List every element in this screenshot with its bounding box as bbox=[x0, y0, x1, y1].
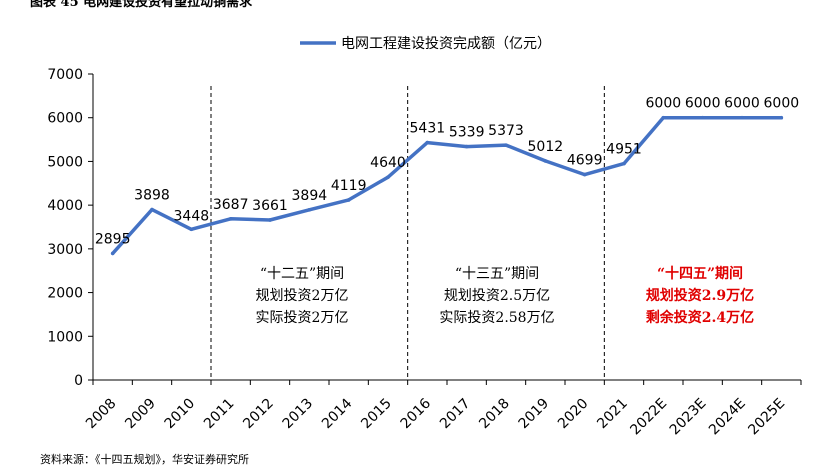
data-label: 4951 bbox=[606, 142, 642, 158]
x-tick-label: 2025E bbox=[745, 396, 788, 439]
x-tick-label: 2021 bbox=[594, 396, 631, 433]
x-tick-label: 2022E bbox=[627, 396, 670, 439]
y-tick-label: 1000 bbox=[47, 329, 83, 345]
data-point bbox=[307, 207, 312, 212]
data-label: 6000 bbox=[646, 96, 682, 112]
x-tick-label: 2016 bbox=[398, 395, 435, 432]
data-point bbox=[700, 115, 705, 120]
figure-title: 图表 45 电网建设投资有望拉动铜需求 bbox=[30, 0, 253, 10]
period-annotation-line: 剩余投资2.4万亿 bbox=[646, 309, 754, 326]
period-dividers bbox=[210, 86, 605, 380]
data-label: 3448 bbox=[174, 208, 210, 224]
y-tick-label: 0 bbox=[74, 373, 83, 389]
y-tick-label: 2000 bbox=[47, 286, 83, 302]
data-label: 3894 bbox=[292, 188, 328, 204]
data-label: 5373 bbox=[488, 123, 524, 139]
x-tick-label: 2010 bbox=[162, 396, 199, 433]
data-point bbox=[464, 144, 469, 149]
data-point bbox=[779, 115, 784, 120]
x-tick-label: 2020 bbox=[555, 396, 592, 433]
period-annotation-line: “十三五”期间 bbox=[455, 266, 539, 282]
x-tick-label: 2024E bbox=[706, 396, 749, 439]
legend-label: 电网工程建设投资完成额（亿元） bbox=[341, 36, 551, 52]
x-tick-label: 2023E bbox=[667, 396, 710, 439]
data-label: 2895 bbox=[95, 231, 131, 247]
y-tick-label: 7000 bbox=[47, 67, 83, 83]
period-annotation-line: “十四五”期间 bbox=[657, 265, 743, 282]
x-tick-label: 2012 bbox=[240, 396, 277, 433]
data-label: 4119 bbox=[331, 178, 367, 194]
data-label: 6000 bbox=[685, 96, 721, 112]
series-line bbox=[110, 115, 784, 256]
data-label: 3661 bbox=[252, 198, 288, 214]
x-tick-label: 2013 bbox=[280, 396, 317, 433]
data-label: 4640 bbox=[370, 155, 406, 171]
x-tick-label: 2009 bbox=[122, 396, 159, 433]
data-point bbox=[110, 251, 115, 256]
data-label: 4699 bbox=[567, 153, 603, 169]
y-tick-label: 3000 bbox=[47, 242, 83, 258]
data-label: 3898 bbox=[134, 188, 170, 204]
x-tick-label: 2008 bbox=[83, 396, 120, 433]
x-tick-label: 2019 bbox=[516, 396, 553, 433]
data-label: 6000 bbox=[724, 96, 760, 112]
period-annotation-line: 实际投资2.58万亿 bbox=[439, 310, 554, 326]
data-point bbox=[386, 175, 390, 179]
data-point bbox=[228, 217, 233, 221]
data-point bbox=[268, 218, 272, 222]
data-label: 5339 bbox=[449, 125, 485, 141]
y-tick-label: 6000 bbox=[47, 111, 83, 127]
data-point bbox=[150, 207, 154, 212]
x-axis: 2008 2009 2010 2011 2012 2013 2014 2015 2016 2017… bbox=[83, 379, 802, 439]
x-tick-label: 2017 bbox=[437, 396, 474, 433]
period-annotation-line: 规划投资2.5万亿 bbox=[444, 288, 550, 304]
period-annotation-line: “十二五”期间 bbox=[260, 266, 344, 282]
data-point bbox=[661, 115, 666, 120]
data-point bbox=[622, 161, 626, 166]
data-point bbox=[425, 140, 430, 145]
data-point bbox=[543, 159, 548, 163]
x-tick-label: 2014 bbox=[319, 395, 356, 432]
data-label: 5431 bbox=[410, 121, 446, 137]
y-tick-label: 4000 bbox=[47, 198, 83, 214]
y-axis: 0 1000 2000 3000 4000 5000 6000 7000 bbox=[47, 67, 94, 389]
x-tick-label: 2011 bbox=[201, 396, 238, 433]
data-label: 6000 bbox=[764, 96, 800, 112]
data-point bbox=[504, 143, 508, 147]
data-point bbox=[346, 198, 351, 202]
source-note: 资料来源：《十四五规划》，华安证券研究所 bbox=[40, 453, 249, 466]
data-label: 5012 bbox=[528, 139, 564, 155]
legend: 电网工程建设投资完成额（亿元） bbox=[300, 36, 551, 52]
period-annotation-line: 实际投资2万亿 bbox=[256, 310, 349, 326]
period-annotation-line: 规划投资2.9万亿 bbox=[646, 287, 754, 304]
period-annotation-line: 规划投资2万亿 bbox=[256, 288, 349, 304]
data-point bbox=[189, 227, 194, 232]
series-layer bbox=[110, 115, 784, 256]
data-label: 3687 bbox=[213, 197, 249, 213]
data-point bbox=[582, 172, 587, 177]
data-point bbox=[740, 115, 744, 120]
y-tick-label: 5000 bbox=[47, 154, 83, 170]
x-tick-label: 2015 bbox=[358, 396, 395, 433]
x-tick-label: 2018 bbox=[476, 396, 513, 433]
